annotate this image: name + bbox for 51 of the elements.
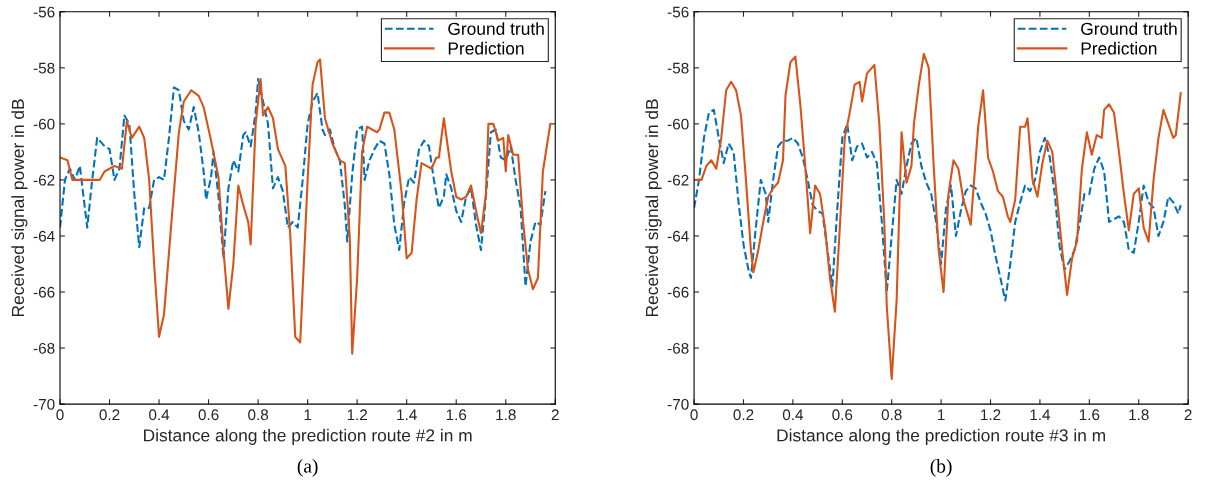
x-tick-label: 0 [690, 409, 698, 421]
y-axis-title: Received signal power in dB [11, 99, 28, 317]
x-tick-label: 0.6 [198, 409, 219, 421]
x-tick-label: 1.4 [397, 409, 417, 421]
x-tick-label: 1.4 [1030, 409, 1051, 421]
legend-label: Ground truth [1081, 22, 1177, 35]
x-tick-label: 0.4 [149, 409, 170, 421]
x-tick-label: 1 [304, 409, 312, 421]
y-tick-label: -64 [667, 230, 689, 242]
x-tick-label: 0.6 [832, 409, 853, 421]
x-tick-label: 1.6 [1079, 409, 1100, 421]
x-axis-title: Distance along the prediction route #2 in m [144, 428, 472, 445]
y-tick-label: -56 [33, 6, 55, 18]
y-tick-label: -62 [33, 174, 55, 186]
x-tick-label: 0.2 [99, 409, 120, 421]
x-tick-label: 0.4 [782, 409, 804, 421]
y-tick-label: -60 [33, 118, 55, 130]
y-tick-label: -70 [667, 398, 689, 410]
x-tick-label: 2 [551, 409, 559, 421]
legend-label: Prediction [448, 41, 524, 55]
legend-label: Ground truth [448, 22, 544, 35]
x-tick-label: 2 [1184, 409, 1192, 421]
x-tick-label: 1.8 [1129, 409, 1149, 421]
y-tick-label: -66 [667, 286, 689, 298]
y-tick-label: -68 [667, 342, 689, 354]
x-tick-label: 0 [56, 409, 64, 421]
y-tick-label: -66 [33, 286, 55, 298]
y-axis-title: Received signal power in dB [645, 99, 662, 317]
y-tick-label: -56 [667, 6, 689, 18]
text: (a) [297, 459, 318, 477]
y-tick-label: -64 [33, 230, 55, 242]
x-axis-title: Distance along the prediction route #3 in m [777, 428, 1105, 445]
x-tick-label: 0.8 [881, 409, 902, 421]
y-tick-label: -58 [667, 62, 689, 74]
y-tick-label: -62 [667, 174, 689, 186]
y-tick-label: -60 [667, 118, 689, 130]
legend-label: Prediction [1081, 41, 1157, 55]
x-tick-label: 1.8 [496, 409, 516, 421]
x-tick-label: 0.8 [248, 409, 269, 421]
x-tick-label: 1 [938, 409, 945, 421]
line-series [60, 78, 547, 288]
y-tick-label: -68 [33, 342, 55, 354]
x-tick-label: 1.6 [446, 409, 467, 421]
x-tick-label: 1.2 [981, 409, 1001, 421]
y-tick-label: -70 [33, 398, 55, 410]
y-tick-label: -58 [33, 62, 55, 74]
x-tick-label: 0.2 [733, 409, 754, 421]
x-tick-label: 1.2 [347, 409, 368, 421]
line-series [694, 108, 1182, 302]
line-series [60, 58, 552, 355]
text: (b) [930, 459, 952, 477]
